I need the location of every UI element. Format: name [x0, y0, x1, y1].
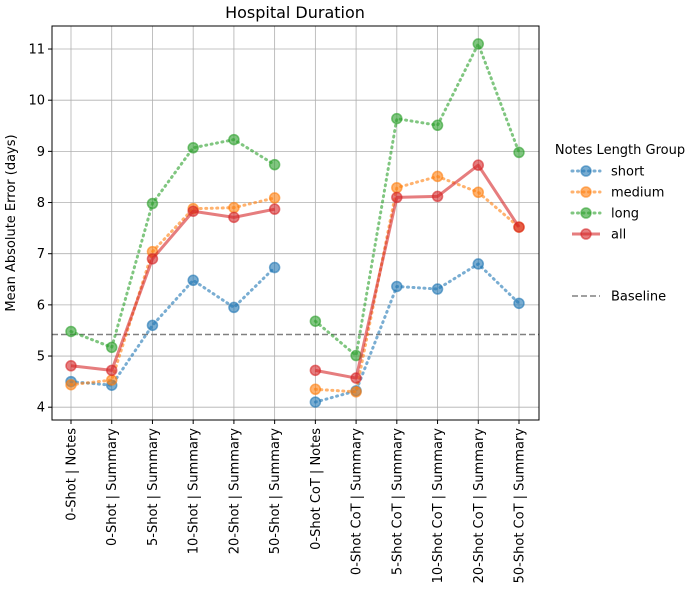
- y-axis-ticks: 4 5 6 7 8 9 10 11: [28, 43, 52, 416]
- x-tick-label: 10-Shot CoT | Summary: [431, 428, 446, 584]
- chart-title: Hospital Duration: [225, 3, 365, 22]
- x-tick-label: 50-Shot CoT | Summary: [513, 428, 528, 584]
- data-point-all: [350, 372, 362, 384]
- series-line-short: [69, 266, 277, 387]
- legend-item-short: short: [570, 165, 644, 180]
- y-tick-label: 4: [37, 401, 45, 416]
- legend-label-long: long: [611, 207, 639, 222]
- y-tick-label: 9: [37, 145, 45, 160]
- x-tick-label: 5-Shot CoT | Summary: [390, 428, 405, 575]
- legend-title: Notes Length Group: [555, 143, 685, 158]
- plot-frame: [51, 25, 540, 421]
- data-point-medium: [472, 186, 485, 199]
- y-tick-label: 8: [37, 196, 45, 211]
- x-tick-label: 0-Shot | Notes: [65, 428, 80, 521]
- data-point-medium: [391, 181, 403, 194]
- legend-marker-short: [580, 165, 592, 177]
- x-tick-label: 10-Shot | Summary: [187, 428, 202, 555]
- x-tick-label: 5-Shot | Summary: [146, 428, 161, 546]
- series-line-short: [313, 262, 521, 404]
- x-tick-label: 20-Shot | Summary: [227, 428, 242, 555]
- data-point-long: [513, 146, 525, 159]
- grid: [52, 26, 539, 420]
- data-point-medium: [431, 170, 444, 183]
- data-point-medium: [350, 386, 362, 398]
- legend-label-baseline: Baseline: [611, 290, 666, 305]
- legend-label-medium: medium: [611, 186, 664, 201]
- data-point-all: [65, 360, 77, 372]
- legend-marker-medium: [580, 186, 592, 198]
- data-point-long: [391, 112, 403, 125]
- data-point-medium: [105, 374, 118, 386]
- data-point-long: [228, 133, 240, 146]
- x-tick-label: 0-Shot CoT | Summary: [350, 428, 365, 575]
- x-tick-label: 50-Shot | Summary: [268, 428, 283, 555]
- series-line-all: [70, 207, 275, 372]
- data-point-short: [268, 261, 281, 274]
- data-point-long: [65, 325, 77, 338]
- series-short: [65, 258, 525, 408]
- data-point-long: [187, 142, 199, 154]
- y-tick-label: 10: [28, 94, 45, 109]
- legend-marker-all: [580, 228, 592, 240]
- data-point-short: [472, 258, 485, 270]
- data-point-short: [228, 301, 240, 314]
- data-point-all: [268, 203, 281, 215]
- series-line-long: [69, 138, 277, 349]
- data-point-long: [268, 158, 281, 171]
- x-tick-label: 0-Shot | Summary: [105, 428, 120, 546]
- data-point-medium: [268, 192, 281, 204]
- data-point-all: [228, 211, 240, 224]
- data-point-short: [146, 319, 159, 332]
- x-axis-ticks: 0-Shot | Notes 0-Shot | Summary 5-Shot | S…: [65, 420, 528, 583]
- data-point-all: [391, 191, 403, 204]
- legend-baseline-item: Baseline: [572, 290, 666, 305]
- series-long: [65, 38, 525, 362]
- data-point-short: [513, 297, 525, 310]
- x-tick-label: 0-Shot CoT | Notes: [309, 428, 324, 550]
- data-point-long: [309, 315, 322, 327]
- data-point-all: [431, 190, 444, 203]
- data-point-long: [105, 341, 118, 354]
- series-line-long: [313, 42, 521, 358]
- data-point-long: [146, 197, 159, 210]
- series-line-medium: [313, 174, 521, 394]
- y-tick-label: 6: [37, 298, 45, 313]
- legend-marker-long: [580, 207, 592, 219]
- data-point-all: [309, 364, 322, 377]
- data-point-short: [309, 396, 322, 408]
- data-point-medium: [228, 201, 240, 214]
- series-all: [65, 159, 525, 384]
- legend-label-all: all: [611, 228, 626, 243]
- data-point-medium: [309, 383, 322, 396]
- y-tick-label: 5: [37, 350, 45, 365]
- legend-label-short: short: [611, 165, 644, 180]
- legend-item-all: all: [572, 228, 626, 243]
- series-line-all: [315, 163, 521, 380]
- data-point-all: [513, 221, 525, 233]
- legend: Notes Length Group short medium long all Ba…: [555, 143, 685, 305]
- legend-item-long: long: [570, 207, 639, 222]
- data-point-all: [472, 159, 485, 171]
- x-tick-label: 20-Shot CoT | Summary: [472, 428, 487, 584]
- series-line-medium: [69, 196, 277, 387]
- legend-item-medium: medium: [570, 186, 664, 201]
- series-medium: [65, 170, 525, 398]
- y-tick-label: 11: [28, 43, 45, 58]
- y-axis-label: Mean Absolute Error (days): [4, 134, 19, 311]
- data-point-medium: [65, 378, 77, 391]
- legend-items: short medium long all: [570, 165, 664, 243]
- series-layer: [65, 38, 525, 408]
- data-point-long: [431, 119, 444, 132]
- data-point-short: [187, 274, 199, 287]
- data-point-short: [431, 283, 444, 295]
- data-point-all: [105, 364, 118, 377]
- data-point-all: [146, 253, 159, 265]
- data-point-long: [472, 38, 485, 50]
- data-point-all: [187, 205, 199, 217]
- data-point-short: [391, 280, 403, 293]
- y-tick-label: 7: [37, 247, 45, 262]
